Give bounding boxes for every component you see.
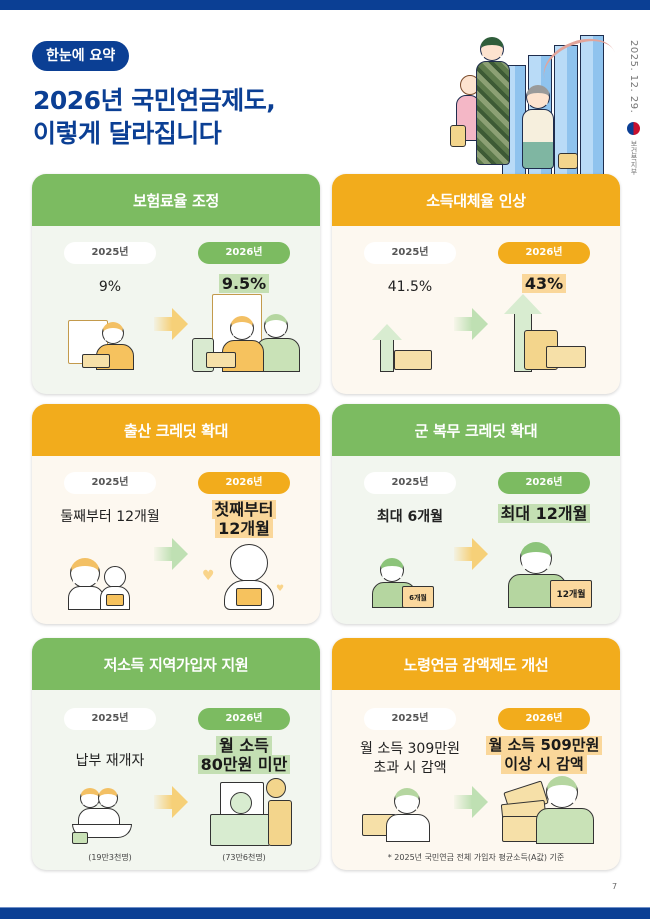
soldier-head-icon bbox=[480, 37, 504, 61]
soldier-folder-icon: 12개월 bbox=[508, 540, 596, 610]
year-badge-2026: 2026년 bbox=[198, 242, 290, 264]
year-badge-2026: 2026년 bbox=[498, 708, 590, 730]
title-line-1: 2026년 국민연금제도, bbox=[33, 86, 276, 115]
value-2026: 월 소득 80만원 미만 bbox=[184, 736, 304, 774]
year-badge-2025: 2025년 bbox=[364, 708, 456, 730]
clipboard-two-people-cash-icon bbox=[192, 294, 304, 374]
year-badge-2026: 2026년 bbox=[198, 708, 290, 730]
card-title: 보험료율 조정 bbox=[32, 174, 320, 226]
value-2025: 최대 6개월 bbox=[376, 509, 444, 525]
column-2026: 2026년 9.5% bbox=[184, 240, 304, 293]
card-title: 소득대체율 인상 bbox=[332, 174, 620, 226]
bottom-brand-bar bbox=[0, 907, 650, 919]
year-badge-2025: 2025년 bbox=[64, 472, 156, 494]
column-2025: 2025년 최대 6개월 bbox=[350, 470, 470, 527]
column-2025: 2025년 둘째부터 12개월 bbox=[50, 470, 170, 527]
top-brand-bar bbox=[0, 0, 650, 10]
arrow-right-icon bbox=[454, 308, 490, 340]
summary-badge: 한눈에 요약 bbox=[32, 41, 130, 71]
card-low-income-support: 저소득 지역가입자 지원 2025년 납부 재개자 2026년 월 소득 80만… bbox=[32, 638, 320, 870]
year-badge-2026: 2026년 bbox=[498, 472, 590, 494]
year-badge-2026: 2026년 bbox=[198, 472, 290, 494]
parent-baby-icon bbox=[68, 554, 140, 610]
column-2026: 2026년 월 소득 509만원 이상 시 감액 bbox=[474, 706, 614, 774]
card-title: 출산 크레딧 확대 bbox=[32, 404, 320, 456]
value-2025: 둘째부터 12개월 bbox=[60, 509, 160, 525]
value-2025: 9% bbox=[98, 279, 122, 295]
card-title: 저소득 지역가입자 지원 bbox=[32, 638, 320, 690]
value-2026: 최대 12개월 bbox=[484, 504, 604, 523]
coin-stack-icon bbox=[450, 125, 466, 147]
arrow-right-icon bbox=[154, 538, 190, 570]
column-2026: 2026년 첫째부터 12개월 bbox=[184, 470, 304, 538]
sprout-coin-icon bbox=[558, 153, 578, 169]
column-2026: 2026년 월 소득 80만원 미만 bbox=[184, 706, 304, 774]
arrow-up-cash-icon bbox=[372, 324, 436, 374]
value-2026: 9.5% bbox=[184, 274, 304, 293]
card-title: 군 복무 크레딧 확대 bbox=[332, 404, 620, 456]
folder-label: 12개월 bbox=[550, 580, 592, 608]
heart-icon: ♥ bbox=[276, 584, 285, 594]
arrow-up-coins-cash-icon bbox=[504, 294, 588, 374]
folder-check-coins-icon bbox=[210, 778, 294, 848]
value-2025: 납부 재개자 bbox=[75, 753, 145, 769]
soldier-folder-icon: 6개월 bbox=[372, 554, 438, 610]
beneficiary-count-2025: (19만3천명) bbox=[88, 853, 132, 862]
arrow-right-icon bbox=[154, 308, 190, 340]
column-2025: 2025년 납부 재개자 bbox=[50, 706, 170, 771]
beneficiary-count-2026: (73만6천명) bbox=[222, 853, 266, 862]
value-2025: 41.5% bbox=[387, 279, 433, 295]
column-2025: 2025년 41.5% bbox=[350, 240, 470, 297]
year-badge-2026: 2026년 bbox=[498, 242, 590, 264]
card-contribution-rate: 보험료율 조정 2025년 9% 2026년 9.5% bbox=[32, 174, 320, 394]
folder-label: 6개월 bbox=[402, 586, 434, 608]
year-badge-2025: 2025년 bbox=[64, 242, 156, 264]
heart-icon: ♥ bbox=[202, 568, 215, 584]
card-old-age-pension-reduction: 노령연금 감액제도 개선 2025년 월 소득 309만원 초과 시 감액 20… bbox=[332, 638, 620, 870]
government-logo-icon bbox=[627, 122, 640, 135]
year-badge-2025: 2025년 bbox=[364, 472, 456, 494]
value-2026: 첫째부터 12개월 bbox=[184, 500, 304, 538]
year-badge-2025: 2025년 bbox=[364, 242, 456, 264]
column-2025: 2025년 월 소득 309만원 초과 시 감액 bbox=[350, 706, 470, 778]
value-2025: 월 소득 309만원 초과 시 감액 bbox=[359, 741, 461, 776]
elderly-figure-icon bbox=[522, 109, 554, 169]
chart-bar-icon bbox=[580, 35, 604, 175]
soldier-figure-icon bbox=[476, 61, 510, 165]
baby-hearts-icon bbox=[220, 544, 278, 610]
arrow-right-icon bbox=[154, 786, 190, 818]
elderly-cash-fan-icon bbox=[500, 776, 600, 846]
year-badge-2025: 2025년 bbox=[64, 708, 156, 730]
column-2026: 2026년 43% bbox=[484, 240, 604, 293]
page-title: 2026년 국민연금제도, 이렇게 달라집니다 bbox=[33, 84, 276, 150]
elderly-head-icon bbox=[526, 85, 550, 109]
footnote: * 2025년 국민연금 전체 가입자 평균소득(A값) 기준 bbox=[387, 853, 565, 862]
column-2026: 2026년 최대 12개월 bbox=[484, 470, 604, 523]
ministry-name: 보건복지부 bbox=[630, 140, 638, 175]
card-replacement-rate: 소득대체율 인상 2025년 41.5% 2026년 43% bbox=[332, 174, 620, 394]
value-2026: 43% bbox=[484, 274, 604, 293]
card-military-credit: 군 복무 크레딧 확대 2025년 최대 6개월 2026년 최대 12개월 6… bbox=[332, 404, 620, 624]
card-title: 노령연금 감액제도 개선 bbox=[332, 638, 620, 690]
hand-supporting-people-icon bbox=[72, 788, 134, 844]
clipboard-person-cash-icon bbox=[68, 316, 138, 372]
arrow-right-icon bbox=[454, 538, 490, 570]
card-childbirth-credit: 출산 크레딧 확대 2025년 둘째부터 12개월 2026년 첫째부터 12개… bbox=[32, 404, 320, 624]
title-line-2: 이렇게 달라집니다 bbox=[33, 119, 222, 148]
page-number: 7 bbox=[612, 882, 618, 891]
value-2026: 월 소득 509만원 이상 시 감액 bbox=[474, 736, 614, 774]
column-2025: 2025년 9% bbox=[50, 240, 170, 297]
publish-date: 2025. 12. 29. bbox=[628, 40, 639, 114]
elderly-cash-icon bbox=[362, 788, 442, 844]
arrow-right-icon bbox=[454, 786, 490, 818]
hero-illustration bbox=[450, 25, 624, 175]
